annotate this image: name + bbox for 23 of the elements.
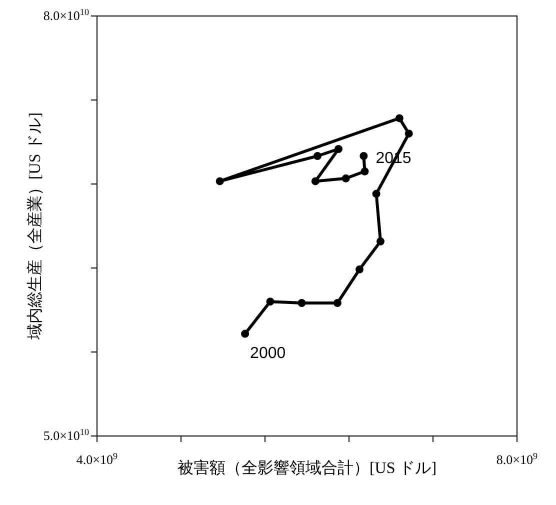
point bbox=[216, 177, 224, 186]
point bbox=[266, 298, 274, 306]
point bbox=[241, 330, 250, 338]
point bbox=[334, 145, 342, 153]
y-tick-label: 5.0×10$^{10}$ bbox=[43, 427, 90, 443]
point bbox=[311, 177, 320, 186]
y-tick-label: 8.0×10$^{10}$ bbox=[43, 7, 90, 23]
point bbox=[360, 167, 369, 176]
point bbox=[395, 114, 404, 122]
point bbox=[333, 299, 342, 307]
point bbox=[314, 152, 322, 160]
point bbox=[376, 237, 384, 246]
point bbox=[360, 152, 368, 160]
point bbox=[298, 299, 306, 307]
y-axis-title: 域内総生産（全産業）[US ドル] bbox=[26, 112, 44, 341]
annotation: 2000 bbox=[250, 344, 286, 362]
x-axis-title: 被害額（全影響領域合計）[US ドル] bbox=[177, 459, 437, 477]
x-tick-label: 8.0×10$^{9}$ bbox=[496, 451, 538, 467]
x-tick-label: 4.0×10$^{9}$ bbox=[76, 451, 118, 467]
point bbox=[404, 130, 413, 138]
point bbox=[342, 174, 350, 182]
point bbox=[356, 265, 364, 274]
point bbox=[372, 190, 380, 198]
